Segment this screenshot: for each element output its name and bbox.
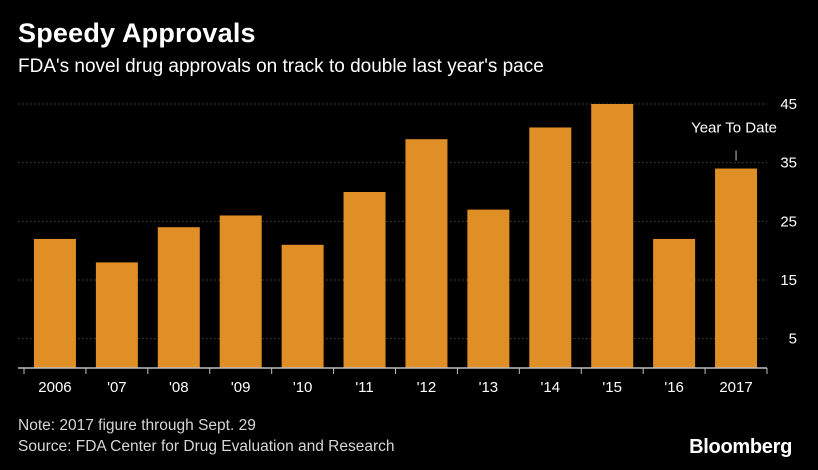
x-tick-label-16: '16 <box>664 379 684 396</box>
x-tick-label-07: '07 <box>107 379 127 396</box>
chart-title: Speedy Approvals <box>18 18 256 48</box>
x-tick-label-15: '15 <box>602 379 622 396</box>
bar-2017 <box>715 168 758 368</box>
x-tick-label-14: '14 <box>541 379 561 396</box>
y-tick-label-15: 15 <box>780 272 797 289</box>
y-tick-label-25: 25 <box>780 213 797 230</box>
bar-10 <box>281 244 324 368</box>
y-axis: 5 15 25 35 45 <box>780 96 797 348</box>
x-tick-label-2017: 2017 <box>719 379 752 396</box>
gridlines <box>18 103 767 340</box>
bar-09 <box>219 215 262 368</box>
bar-15 <box>591 104 634 368</box>
bars <box>33 104 758 368</box>
y-tick-label-35: 35 <box>780 155 797 172</box>
annotation: Year To Date <box>691 120 777 161</box>
bloomberg-logo: Bloomberg <box>689 436 792 458</box>
bar-08 <box>157 227 200 368</box>
bar-2006 <box>33 238 76 368</box>
bar-12 <box>405 139 448 368</box>
chart-source: Source: FDA Center for Drug Evaluation a… <box>18 438 395 455</box>
x-axis: 2006 '07 '08 '09 '10 '11 '12 '13 '14 '15 '16 2017 <box>18 367 768 396</box>
x-tick-label-13: '13 <box>479 379 499 396</box>
x-tick-label-08: '08 <box>169 379 189 396</box>
chart-note: Note: 2017 figure through Sept. 29 <box>18 417 256 434</box>
annotation-year-to-date: Year To Date <box>691 120 777 137</box>
x-tick-label-11: '11 <box>355 379 373 396</box>
y-tick-label-45: 45 <box>780 96 797 113</box>
bar-07 <box>95 262 138 368</box>
y-tick-label-5: 5 <box>789 331 797 348</box>
bar-14 <box>529 127 572 368</box>
bar-16 <box>653 238 696 368</box>
x-tick-label-09: '09 <box>231 379 251 396</box>
chart-subtitle: FDA's novel drug approvals on track to d… <box>18 56 544 77</box>
bar-11 <box>343 192 386 368</box>
x-tick-label-10: '10 <box>293 379 313 396</box>
x-tick-label-12: '12 <box>417 379 437 396</box>
x-tick-label-2006: 2006 <box>38 379 71 396</box>
bar-13 <box>467 209 510 368</box>
